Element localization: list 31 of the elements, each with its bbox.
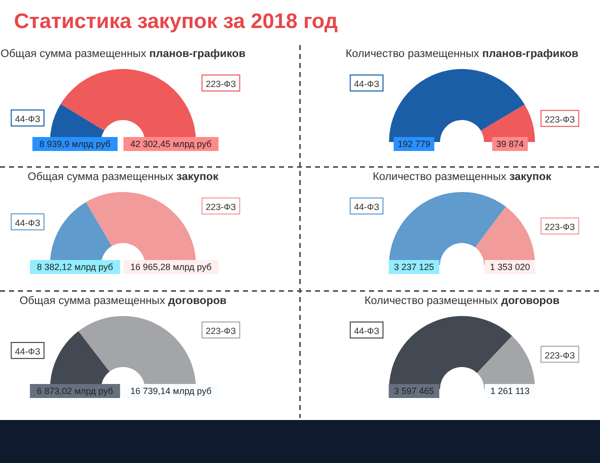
slice-label: 44-ФЗ [14,114,40,124]
text: Статистика закупок за 2018 год [14,10,338,33]
slice-label: 223-ФЗ [206,202,236,212]
chart-title: Общая сумма размещенных договоров [19,295,227,307]
data-label: 39 874 [496,139,524,149]
data-label: 1 261 113 [490,386,530,396]
slice-label: 44-ФЗ [14,218,40,228]
chart-title: Количество размещенных планов-графиков [346,48,579,60]
chart-title: Количество размещенных закупок [372,171,552,183]
slice-label: 44-ФЗ [14,346,40,356]
data-label: 192 779 [398,139,430,149]
data-label: 8 939,9 млрд руб [39,139,111,149]
data-label: 3 597 465 [394,386,434,396]
data-label: 16 739,14 млрд руб [130,386,212,396]
data-label: 6 873,02 млрд руб [36,386,114,396]
slice-label: 223-ФЗ [544,222,575,232]
slice-label: 223-ФЗ [544,350,575,360]
data-label: 16 965,28 млрд руб [130,262,212,272]
chart-title: Общая сумма размещенных планов-графиков [0,48,246,60]
slice-label: 223-ФЗ [206,79,236,89]
data-label: 3 237 125 [394,262,434,272]
slice-label: 223-ФЗ [544,114,575,124]
data-label: 1 353 020 [490,262,530,272]
chart-title: Количество размещенных договоров [364,295,560,307]
slice-label: 44-ФЗ [354,79,380,89]
data-label: 42 302,45 млрд руб [130,139,212,149]
data-label: 8 382,12 млрд руб [36,262,114,272]
slice-label: 44-ФЗ [354,202,380,212]
slice-label: 44-ФЗ [354,326,380,336]
chart-title: Общая сумма размещенных закупок [28,171,219,183]
slice-label: 223-ФЗ [206,326,236,336]
